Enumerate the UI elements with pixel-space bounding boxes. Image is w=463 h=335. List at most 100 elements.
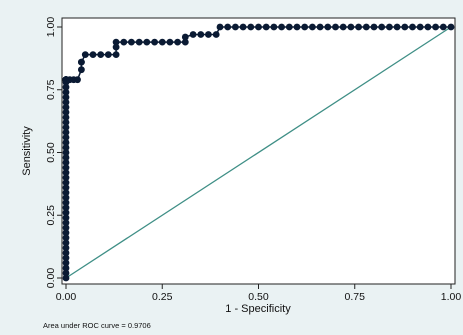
roc-point: [62, 249, 70, 257]
roc-point: [127, 38, 135, 46]
roc-point: [62, 269, 70, 277]
roc-point: [62, 108, 70, 116]
roc-point: [293, 23, 301, 31]
roc-point: [232, 23, 239, 31]
roc-point: [347, 23, 355, 31]
roc-point: [62, 184, 70, 192]
roc-point: [62, 189, 70, 197]
roc-point: [355, 23, 362, 31]
roc-point: [62, 229, 70, 237]
roc-point: [247, 23, 255, 31]
roc-point: [416, 23, 424, 31]
reference-line-layer: [65, 26, 452, 279]
roc-point: [81, 51, 89, 58]
roc-point: [158, 38, 166, 46]
roc-point: [393, 23, 401, 31]
roc-curve-layer: [62, 23, 455, 282]
roc-point: [62, 129, 70, 136]
roc-point: [181, 33, 189, 41]
roc-point: [339, 23, 347, 31]
roc-point: [62, 83, 70, 91]
roc-point: [447, 23, 455, 31]
roc-point: [62, 154, 70, 161]
roc-point: [74, 76, 81, 84]
roc-point: [62, 259, 70, 267]
roc-point: [104, 51, 112, 58]
y-tick-label: 0.50: [45, 142, 57, 163]
roc-point: [316, 23, 324, 31]
roc-point: [301, 23, 309, 31]
roc-point: [151, 38, 159, 46]
roc-point: [239, 23, 247, 31]
roc-point: [62, 199, 70, 207]
y-axis-title: Sensitivity: [21, 126, 33, 176]
y-tick-label: 0.00: [45, 268, 57, 289]
roc-point: [62, 224, 70, 232]
y-tick-label: 1.00: [45, 17, 57, 38]
roc-point: [89, 51, 97, 58]
roc-point: [62, 88, 70, 96]
roc-point: [62, 254, 70, 262]
roc-point: [255, 23, 262, 31]
roc-point: [424, 23, 432, 31]
auc-note: Area under ROC curve = 0.9706: [43, 321, 151, 330]
roc-point: [62, 149, 70, 156]
roc-point: [181, 38, 189, 46]
roc-point: [62, 144, 70, 151]
x-tick-label: 0.00: [56, 291, 77, 303]
roc-point: [97, 51, 105, 58]
roc-point: [270, 23, 278, 31]
x-tick-label: 0.75: [345, 291, 366, 303]
roc-point: [401, 23, 409, 31]
roc-point: [62, 264, 70, 272]
roc-point: [62, 124, 70, 131]
roc-point: [309, 23, 316, 31]
roc-point: [62, 114, 70, 121]
roc-point: [262, 23, 270, 31]
roc-point: [135, 38, 143, 46]
roc-point: [62, 119, 70, 126]
roc-point: [62, 209, 70, 217]
roc-point: [78, 66, 85, 74]
roc-point: [332, 23, 339, 31]
roc-point: [62, 214, 70, 222]
roc-point: [224, 23, 232, 31]
roc-point: [370, 23, 378, 31]
roc-point: [62, 244, 70, 252]
roc-point: [62, 103, 70, 111]
roc-point: [62, 98, 70, 106]
roc-point: [216, 23, 224, 31]
roc-point: [439, 23, 447, 31]
roc-point: [212, 31, 220, 38]
x-tick-label: 1.00: [441, 291, 462, 303]
reference-diagonal-line: [65, 26, 452, 279]
roc-point: [432, 23, 439, 31]
roc-point: [62, 239, 70, 247]
roc-point: [62, 194, 70, 202]
roc-point: [62, 234, 70, 242]
roc-point: [174, 38, 182, 46]
roc-point: [120, 38, 128, 46]
roc-point: [62, 174, 70, 182]
roc-point: [166, 38, 174, 46]
roc-point: [62, 134, 70, 141]
roc-point: [62, 274, 70, 282]
roc-point: [62, 139, 70, 146]
roc-point: [378, 23, 386, 31]
axes-layer: 0.00 0.25 0.50 0.75 1.00 0.00 0.25 0.50 0.75 1.00: [45, 17, 461, 303]
roc-point: [62, 159, 70, 166]
roc-point: [197, 31, 205, 38]
x-tick-label: 0.50: [248, 291, 269, 303]
x-tick-label: 0.25: [152, 291, 173, 303]
roc-point: [78, 58, 85, 66]
roc-point: [62, 93, 70, 101]
x-axis-title: 1 - Specificity: [225, 303, 291, 315]
y-tick-label: 0.25: [45, 205, 57, 226]
roc-point: [205, 31, 212, 38]
roc-point: [386, 23, 393, 31]
roc-point: [409, 23, 416, 31]
roc-point: [324, 23, 332, 31]
roc-point: [278, 23, 285, 31]
